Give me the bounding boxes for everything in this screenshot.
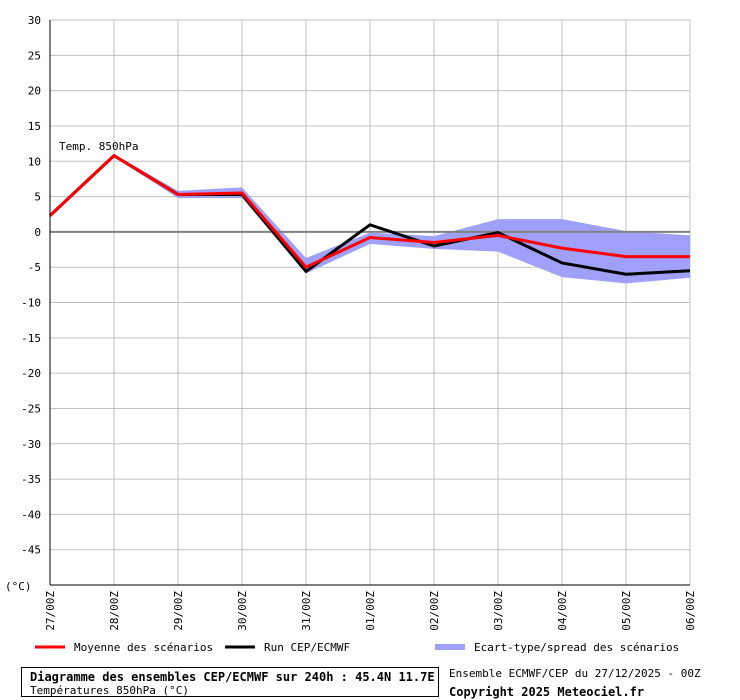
x-tick-label: 28/00Z: [108, 591, 121, 631]
x-tick-labels: 27/00Z 28/00Z 29/00Z 30/00Z 31/00Z 01/00Z 02/0…: [44, 591, 697, 631]
x-tick-label: 04/00Z: [556, 591, 569, 631]
x-tick-label: 05/00Z: [620, 591, 633, 631]
spread-band: [50, 154, 690, 284]
y-tick-label: -35: [21, 473, 41, 486]
y-tick-label: 25: [28, 49, 41, 62]
x-tick-label: 02/00Z: [428, 591, 441, 631]
y-tick-label: -30: [21, 438, 41, 451]
legend-label: Ecart-type/spread des scénarios: [474, 641, 679, 654]
run-info: Ensemble ECMWF/CEP du 27/12/2025 - 00Z: [449, 667, 701, 680]
y-unit-label: (°C): [5, 580, 32, 593]
mean-scenarios-line: [48, 154, 690, 269]
y-tick-label: -20: [21, 367, 41, 380]
spread-band-area: [50, 154, 690, 284]
legend-label: Moyenne des scénarios: [74, 641, 213, 654]
y-tick-label: 15: [28, 120, 41, 133]
x-tick-label: 03/00Z: [492, 591, 505, 631]
x-tick-label: 06/00Z: [684, 591, 697, 631]
legend: Moyenne des scénarios Run CEP/ECMWF Ecart-…: [35, 641, 679, 654]
footer-subtitle: Températures 850hPa (°C): [30, 684, 189, 697]
series-lines: [48, 154, 691, 276]
x-tick-label: 31/00Z: [300, 591, 313, 631]
y-tick-label: -15: [21, 332, 41, 345]
y-tick-label: 30: [28, 14, 41, 27]
y-tick-labels: 30 25 20 15 10 5 0 -5 -10 -15 -20 -25 -30 -35 -40 -45: [21, 14, 41, 557]
y-tick-label: -10: [21, 297, 41, 310]
legend-label: Run CEP/ECMWF: [264, 641, 350, 654]
y-tick-label: 10: [28, 155, 41, 168]
y-tick-label: 0: [34, 226, 41, 239]
y-tick-label: 20: [28, 85, 41, 98]
x-tick-label: 30/00Z: [236, 591, 249, 631]
y-tick-label: -25: [21, 402, 41, 415]
x-tick-label: 29/00Z: [172, 591, 185, 631]
chart-annotation: Temp. 850hPa: [59, 140, 138, 153]
y-tick-label: 5: [34, 191, 41, 204]
x-tick-label: 01/00Z: [364, 591, 377, 631]
y-tick-label: -45: [21, 544, 41, 557]
y-tick-label: -5: [28, 261, 41, 274]
grid: [49, 19, 691, 585]
footer-title: Diagramme des ensembles CEP/ECMWF sur 24…: [30, 670, 435, 684]
x-tick-label: 27/00Z: [44, 591, 57, 631]
footer-title-box: Diagramme des ensembles CEP/ECMWF sur 24…: [21, 667, 439, 697]
axes: [49, 20, 690, 586]
copyright: Copyright 2025 Meteociel.fr: [449, 685, 645, 699]
y-tick-label: -40: [21, 508, 41, 521]
